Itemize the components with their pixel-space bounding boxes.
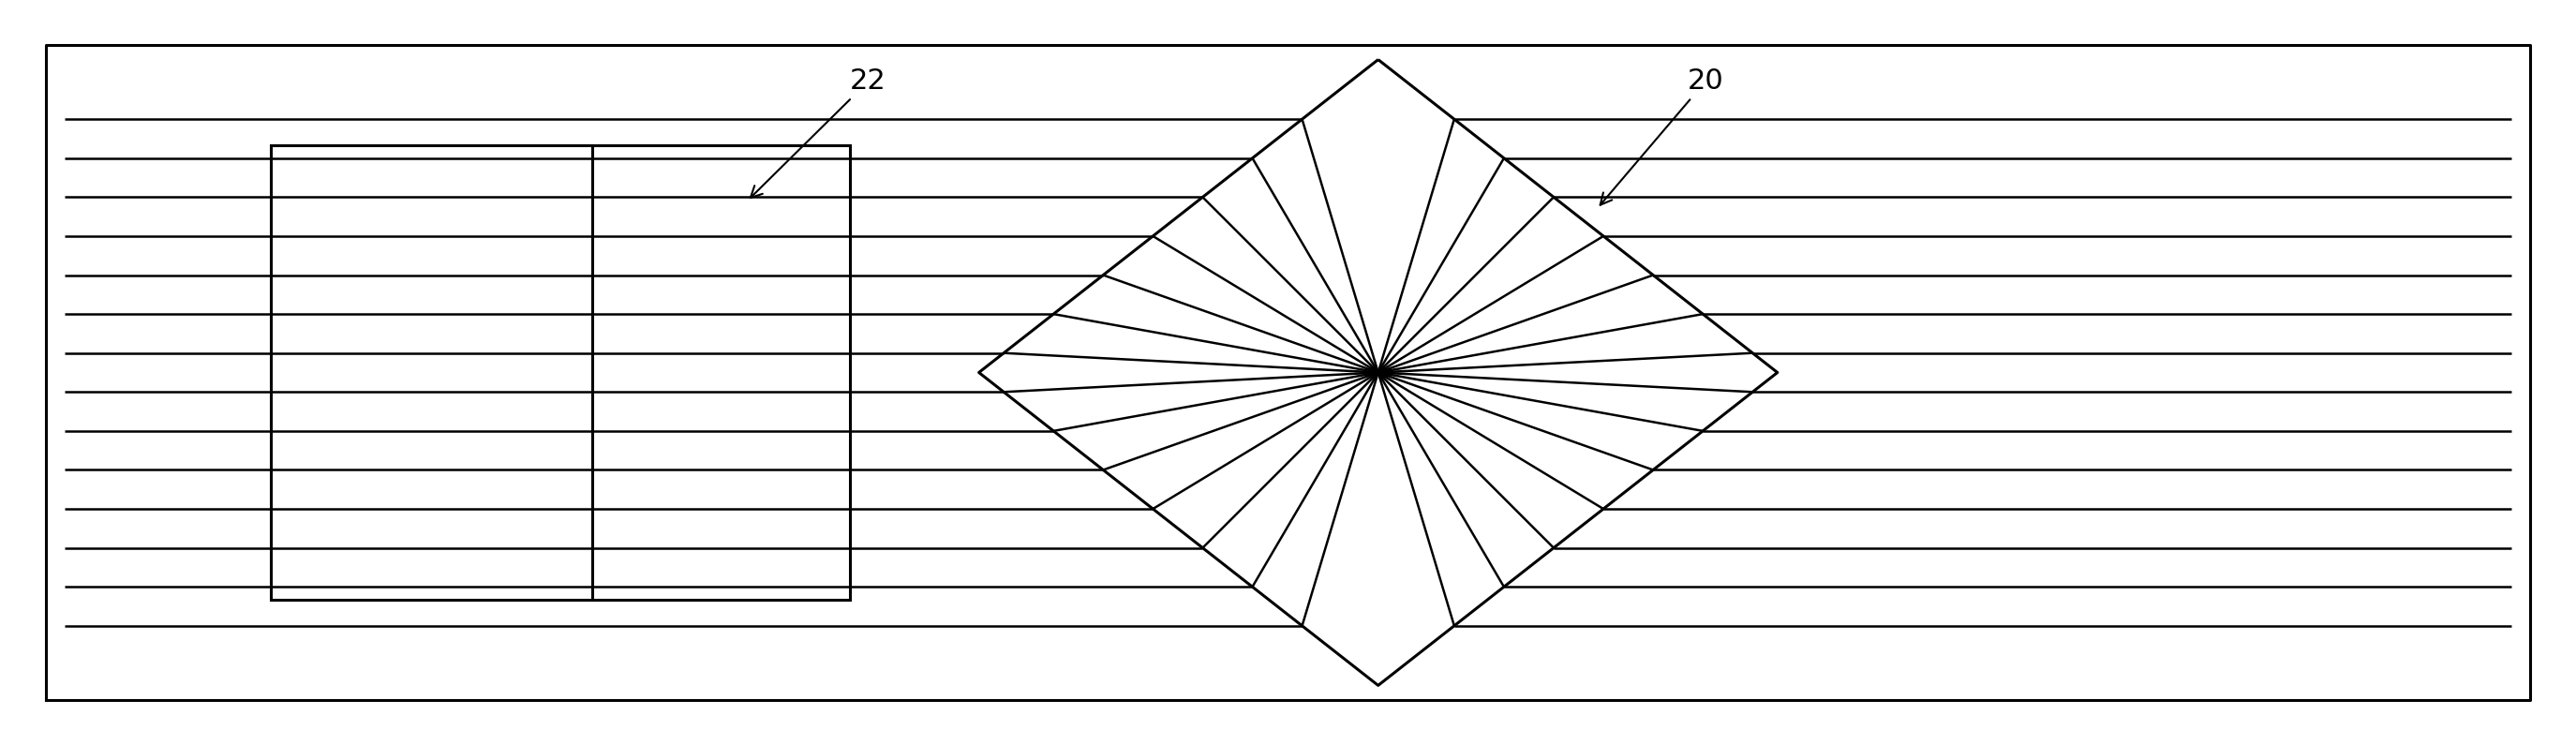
- Bar: [270, 145, 850, 600]
- Text: 22: 22: [750, 68, 886, 197]
- Text: 20: 20: [1600, 68, 1723, 205]
